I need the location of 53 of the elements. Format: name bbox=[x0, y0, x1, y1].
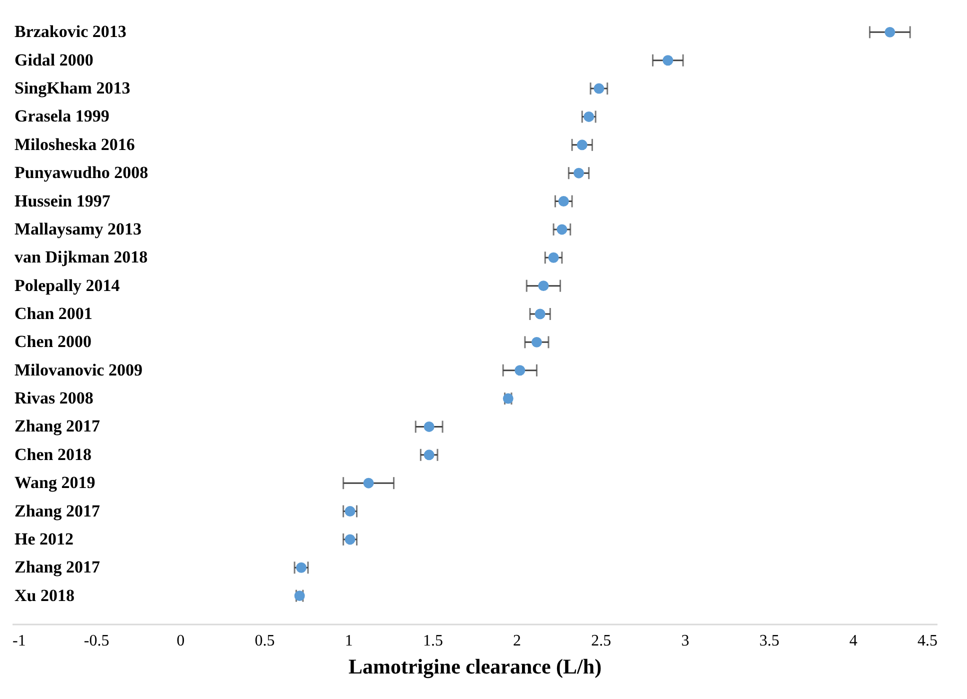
point bbox=[363, 478, 374, 488]
x-tick-label: 3.5 bbox=[759, 632, 780, 650]
point bbox=[584, 111, 594, 122]
point bbox=[662, 55, 674, 66]
y-tick-label: Zhang 2017 bbox=[14, 416, 100, 436]
y-tick-label: Zhang 2017 bbox=[14, 558, 100, 577]
x-tick-label: -0.5 bbox=[84, 632, 110, 650]
y-tick-label: Punyawudho 2008 bbox=[14, 163, 148, 182]
y-tick-label: Milosheska 2016 bbox=[14, 134, 135, 154]
point bbox=[884, 26, 896, 38]
x-tick-label: -1 bbox=[12, 632, 26, 650]
point bbox=[424, 450, 434, 460]
y-tick-label: Hussein 1997 bbox=[14, 191, 111, 210]
y-tick-label: Polepally 2014 bbox=[14, 276, 120, 295]
y-tick-label: Rivas 2008 bbox=[14, 388, 94, 408]
x-tick-label: 2 bbox=[513, 632, 522, 650]
point bbox=[594, 83, 604, 94]
point bbox=[344, 534, 356, 545]
x-tick-label: 1 bbox=[344, 632, 353, 650]
point bbox=[556, 224, 568, 235]
point bbox=[576, 140, 588, 150]
point bbox=[296, 562, 307, 573]
y-tick-label: He 2012 bbox=[14, 529, 74, 548]
x-tick-label: 2.5 bbox=[591, 632, 612, 650]
y-tick-label: van Dijkman 2018 bbox=[14, 248, 148, 267]
point bbox=[548, 252, 559, 263]
point bbox=[574, 168, 584, 178]
x-tick-label: 0.5 bbox=[254, 632, 275, 650]
point bbox=[514, 365, 526, 376]
y-tick-label: Zhang 2017 bbox=[14, 501, 100, 520]
point bbox=[344, 506, 356, 517]
y-tick-label: Chen 2018 bbox=[14, 444, 92, 464]
point bbox=[534, 308, 546, 320]
point bbox=[424, 421, 434, 432]
x-tick-label: 4.5 bbox=[918, 632, 938, 650]
point bbox=[538, 280, 549, 292]
y-tick-label: Chen 2000 bbox=[14, 332, 92, 352]
y-tick-label: Wang 2019 bbox=[14, 473, 96, 492]
point bbox=[531, 336, 542, 348]
y-tick-label: Mallaysamy 2013 bbox=[14, 219, 142, 238]
x-axis-title: Lamotrigine clearance (L/h) bbox=[348, 654, 602, 678]
x-tick-label: 1.5 bbox=[422, 632, 443, 650]
y-tick-label: Milovanovic 2009 bbox=[14, 360, 142, 380]
x-tick-label: 3 bbox=[681, 632, 690, 650]
x-tick-label: 0 bbox=[176, 632, 185, 650]
y-tick-label: Brzakovic 2013 bbox=[14, 22, 126, 42]
point bbox=[558, 196, 569, 207]
y-tick-label: SingKham 2013 bbox=[14, 78, 130, 98]
x-tick-label: 4 bbox=[849, 632, 858, 650]
y-tick-label: Xu 2018 bbox=[14, 586, 74, 605]
y-tick-label: Gidal 2000 bbox=[14, 50, 94, 70]
y-tick-label: Grasela 1999 bbox=[14, 106, 110, 126]
y-tick-label: Chan 2001 bbox=[14, 304, 92, 323]
